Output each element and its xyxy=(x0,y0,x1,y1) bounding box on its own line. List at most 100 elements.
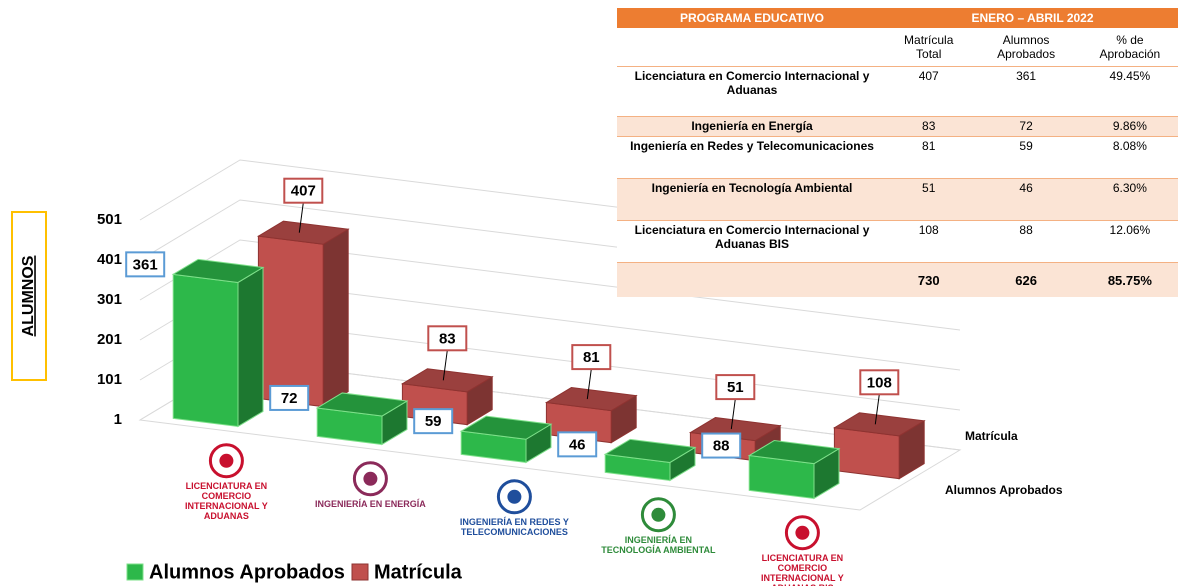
table-cell: 8.08% xyxy=(1081,136,1178,179)
column-header: % de Aprobación xyxy=(1081,28,1178,67)
data-label-box xyxy=(269,384,310,411)
table-cell: 6.30% xyxy=(1081,178,1178,221)
y-tick-label: 101 xyxy=(97,371,122,388)
legend-swatch xyxy=(351,563,369,581)
x-tick-label: LICENCIATURA EN COMERCIO INTERNACIONAL Y… xyxy=(761,552,844,586)
depth-label: Matrícula xyxy=(965,429,1018,443)
table-cell: 46 xyxy=(970,178,1082,221)
table-cell: 72 xyxy=(970,116,1082,137)
data-label: 88 xyxy=(713,438,730,455)
table-cell: 51 xyxy=(887,178,971,221)
bar-front xyxy=(172,273,239,428)
table-cell: Licenciatura en Comercio Internacional y… xyxy=(617,66,887,117)
table-cell: 59 xyxy=(970,136,1082,179)
data-label: 361 xyxy=(133,256,158,273)
x-tick-label: INGENIERÍA EN REDES Y TELECOMUNICACIONES xyxy=(459,516,569,537)
data-label-box xyxy=(701,432,742,459)
table-header: PROGRAMA EDUCATIVO xyxy=(617,8,887,28)
leader-line xyxy=(874,394,880,425)
y-tick-label: 1 xyxy=(114,411,122,428)
bar xyxy=(603,438,697,482)
data-label: 59 xyxy=(425,413,442,430)
bar-front xyxy=(833,427,900,480)
bar-front xyxy=(257,235,324,408)
y-axis-title: ALUMNOS xyxy=(20,255,37,336)
category-logo xyxy=(640,497,676,533)
category-logo-dot xyxy=(363,471,378,486)
table-cell: Ingeniería en Tecnología Ambiental xyxy=(617,178,887,221)
summary-table: PROGRAMA EDUCATIVO ENERO – ABRIL 2022 Mat… xyxy=(617,8,1178,297)
y-tick-label: 401 xyxy=(97,251,122,268)
leader-line xyxy=(586,369,592,400)
bar-side xyxy=(322,228,349,408)
table-cell: Ingeniería en Energía xyxy=(617,116,887,137)
data-label-box xyxy=(413,408,454,435)
bar-top xyxy=(747,440,841,465)
category-logo-dot xyxy=(507,489,522,504)
bar xyxy=(459,415,553,464)
leader-line xyxy=(298,202,304,233)
bar-top xyxy=(171,258,265,283)
column-header: Alumnos Aprobados xyxy=(970,28,1082,67)
leader-line xyxy=(442,350,448,381)
table-cell: Licenciatura en Comercio Internacional y… xyxy=(617,220,887,263)
table-row: Ingeniería en Tecnología Ambiental 51 46 6.… xyxy=(617,178,1178,221)
legend-swatch xyxy=(126,563,144,581)
bar xyxy=(171,258,265,428)
category-logo xyxy=(208,443,244,479)
total-cell: 730 xyxy=(887,262,971,297)
x-tick-label: INGENIERÍA EN TECNOLOGÍA AMBIENTAL xyxy=(601,534,716,555)
bar xyxy=(315,392,409,446)
y-tick-label: 201 xyxy=(97,331,122,348)
bar xyxy=(747,440,841,500)
table-row: Ingeniería en Redes y Telecomunicaciones… xyxy=(617,136,1178,179)
category-logo xyxy=(784,515,820,551)
table-cell: 9.86% xyxy=(1081,116,1178,137)
data-label: 108 xyxy=(867,374,892,391)
category-logo-dot xyxy=(219,453,234,468)
depth-label: Alumnos Aprobados xyxy=(945,483,1063,497)
data-label: 407 xyxy=(291,183,316,200)
data-label: 46 xyxy=(569,436,586,453)
data-label-box xyxy=(427,325,468,352)
y-tick-label: 501 xyxy=(97,211,122,228)
y-tick-label: 301 xyxy=(97,291,122,308)
table-row: Licenciatura en Comercio Internacional y… xyxy=(617,220,1178,263)
data-label-box xyxy=(125,251,166,278)
bar-top xyxy=(544,387,638,412)
axis-title-box xyxy=(11,211,47,381)
table-cell: 88 xyxy=(970,220,1082,263)
category-logo xyxy=(352,461,388,497)
bar-top xyxy=(832,412,926,437)
table-cell: 12.06% xyxy=(1081,220,1178,263)
column-header: Matrícula Total xyxy=(887,28,971,67)
legend-label: Alumnos Aprobados xyxy=(149,561,345,583)
table-cell: 108 xyxy=(887,220,971,263)
data-label-box xyxy=(859,369,900,396)
x-tick-label: LICENCIATURA EN COMERCIO INTERNACIONAL Y… xyxy=(185,480,268,521)
bar-top xyxy=(256,220,350,245)
table-row: Licenciatura en Comercio Internacional y… xyxy=(617,66,1178,117)
bar-top xyxy=(400,368,494,393)
data-label-box xyxy=(557,431,598,458)
total-cell: 626 xyxy=(970,262,1082,297)
data-label-box xyxy=(283,177,324,204)
category-logo-dot xyxy=(651,507,666,522)
bar-side xyxy=(237,266,264,428)
legend-label: Matrícula xyxy=(374,561,463,583)
leader-line xyxy=(730,399,736,430)
category-logo-dot xyxy=(795,525,810,540)
category-logo xyxy=(496,479,532,515)
table-row: Ingeniería en Energía 83 72 9.86% xyxy=(617,116,1178,137)
data-label: 83 xyxy=(439,330,456,347)
table-cell: 361 xyxy=(970,66,1082,117)
table-cell: 83 xyxy=(887,116,971,137)
bar-top xyxy=(315,392,409,417)
table-cell: 407 xyxy=(887,66,971,117)
data-label-box xyxy=(715,374,756,401)
bar-top xyxy=(603,438,697,463)
data-label: 72 xyxy=(281,390,298,407)
data-label-box xyxy=(571,344,612,371)
